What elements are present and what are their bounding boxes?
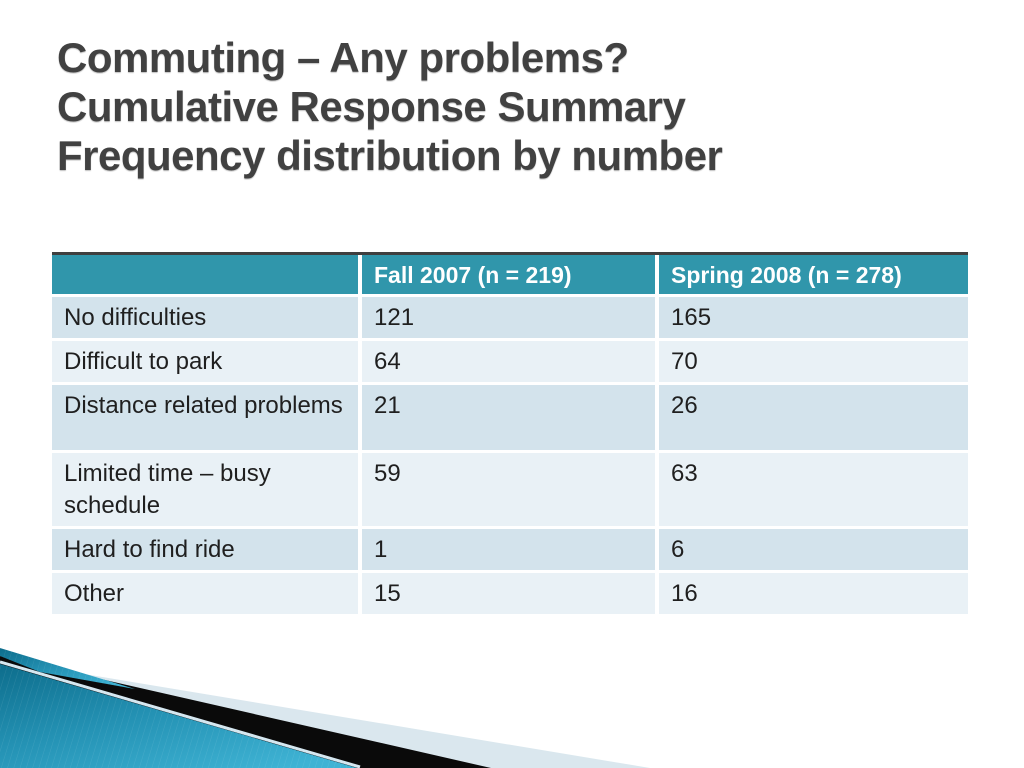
row-label: Limited time – busy schedule [52,453,362,529]
spring-value: 6 [659,529,968,573]
table-row: No difficulties 121 165 [52,297,968,341]
title-line-2: Cumulative Response Summary [57,83,686,130]
title-line-3: Frequency distribution by number [57,132,723,179]
fall-value: 1 [362,529,659,573]
fall-value: 15 [362,573,659,617]
slide-title: Commuting – Any problems? Cumulative Res… [57,33,937,180]
title-line-1: Commuting – Any problems? [57,34,629,81]
row-label: Other [52,573,362,617]
fall-value: 59 [362,453,659,529]
spring-value: 16 [659,573,968,617]
swoosh-decoration-icon [0,648,650,768]
table-row: Limited time – busy schedule 59 63 [52,453,968,529]
frequency-table: Fall 2007 (n = 219) Spring 2008 (n = 278… [52,255,968,617]
row-label: Difficult to park [52,341,362,385]
fall-value: 21 [362,385,659,453]
row-label: Distance related problems [52,385,362,453]
spring-value: 165 [659,297,968,341]
row-label: No difficulties [52,297,362,341]
table-row: Hard to find ride 1 6 [52,529,968,573]
row-label: Hard to find ride [52,529,362,573]
table-header-row: Fall 2007 (n = 219) Spring 2008 (n = 278… [52,255,968,297]
spring-value: 63 [659,453,968,529]
header-cell-empty [52,255,362,297]
header-cell-fall: Fall 2007 (n = 219) [362,255,659,297]
table-row: Distance related problems 21 26 [52,385,968,453]
fall-value: 64 [362,341,659,385]
spring-value: 70 [659,341,968,385]
header-cell-spring: Spring 2008 (n = 278) [659,255,968,297]
fall-value: 121 [362,297,659,341]
spring-value: 26 [659,385,968,453]
summary-table-container: Fall 2007 (n = 219) Spring 2008 (n = 278… [52,252,968,617]
table-row: Other 15 16 [52,573,968,617]
table-row: Difficult to park 64 70 [52,341,968,385]
